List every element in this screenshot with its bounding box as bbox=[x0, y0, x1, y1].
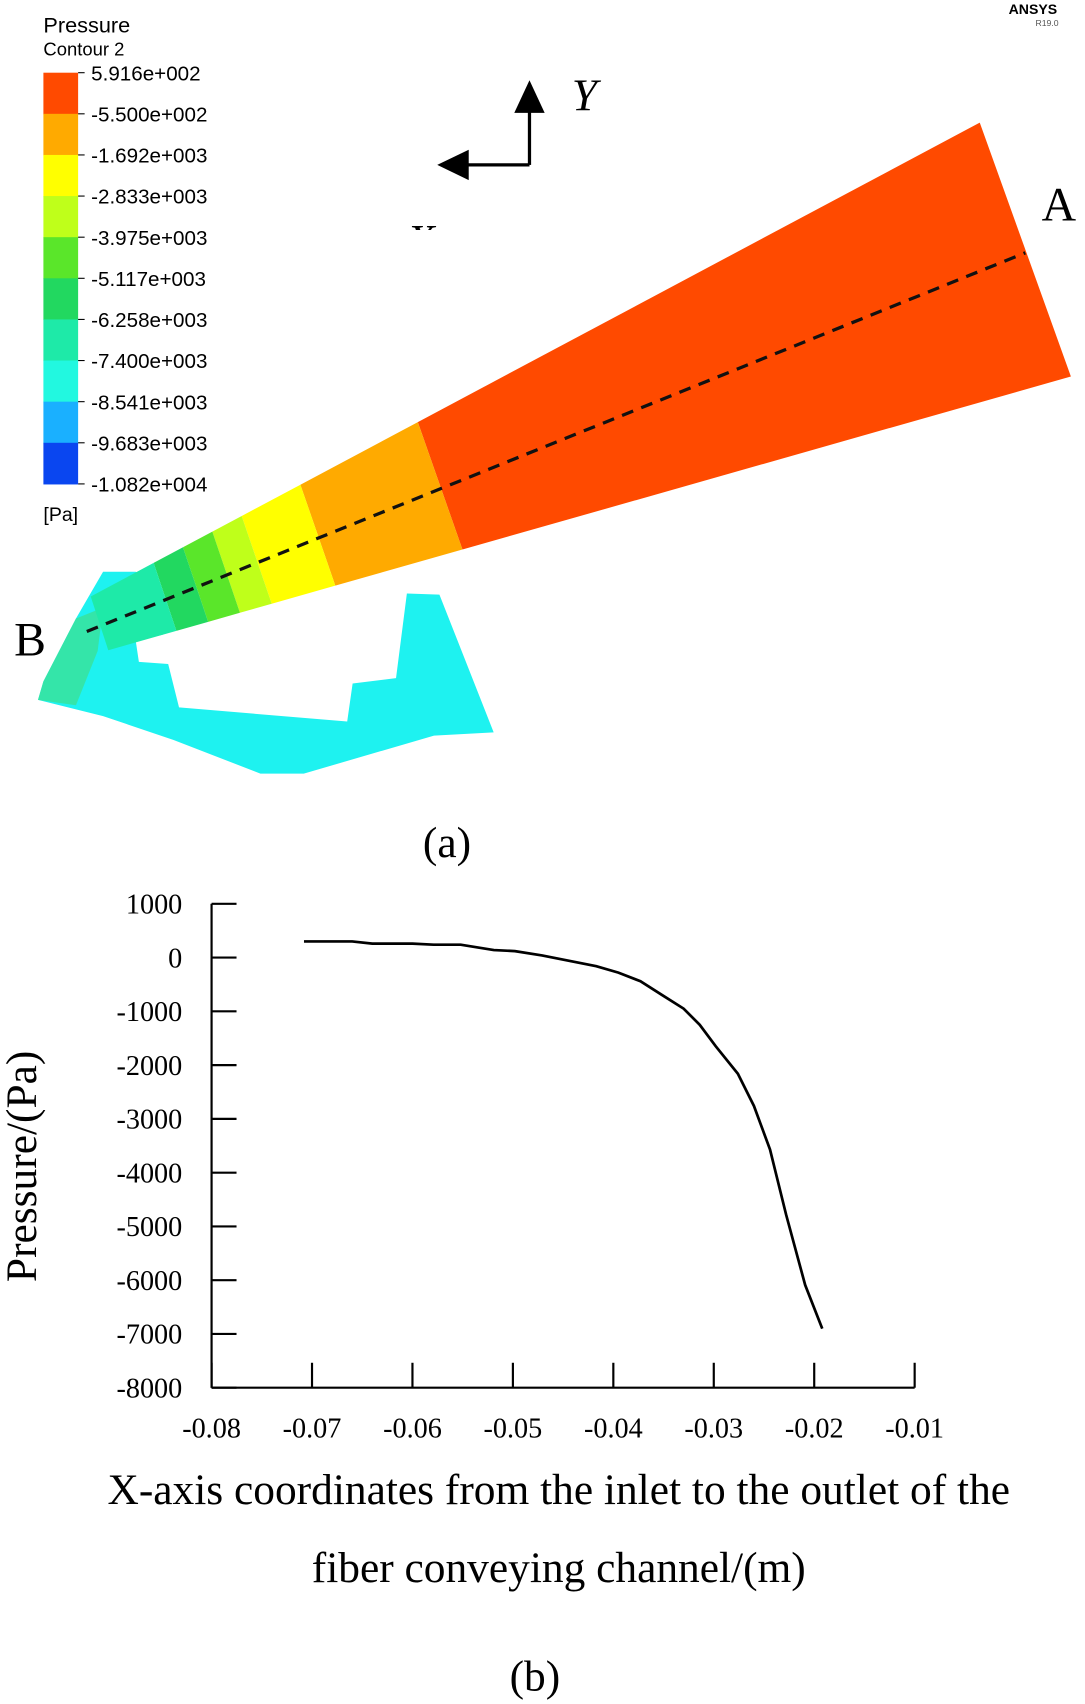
caption: (b) bbox=[510, 1652, 561, 1700]
legend-unit: [Pa] bbox=[43, 504, 78, 526]
legend-label: -8.541e+003 bbox=[91, 391, 207, 414]
legend-swatch bbox=[43, 319, 79, 362]
x-tick-label: -0.08 bbox=[182, 1414, 241, 1445]
version: R19.0 bbox=[1035, 18, 1058, 28]
legend-subtitle: Contour 2 bbox=[43, 38, 124, 59]
legend-label: -1.692e+003 bbox=[91, 145, 207, 168]
y-tick-label: -2000 bbox=[116, 1051, 182, 1082]
legend-swatch bbox=[43, 278, 79, 320]
point-label: A bbox=[1042, 178, 1077, 231]
y-tick-label: -3000 bbox=[116, 1105, 182, 1136]
fan bbox=[90, 122, 1071, 651]
x-tick-label: -0.03 bbox=[684, 1414, 743, 1445]
channel-tint bbox=[37, 607, 104, 706]
legend-label: -7.400e+003 bbox=[91, 350, 207, 373]
legend-swatch bbox=[43, 237, 79, 279]
legend-swatch bbox=[43, 154, 79, 197]
y-tick-label: -6000 bbox=[116, 1266, 182, 1297]
fan-band bbox=[300, 422, 463, 586]
legend-label: -5.117e+003 bbox=[91, 268, 206, 291]
y-axis-label: Pressure/(Pa) bbox=[0, 1051, 46, 1282]
legend-label: -3.975e+003 bbox=[91, 227, 207, 250]
x-tick-label: -0.06 bbox=[383, 1414, 442, 1445]
legend-label: -1.082e+004 bbox=[91, 474, 207, 497]
axis-label: X bbox=[405, 215, 437, 266]
fan-band bbox=[212, 515, 272, 613]
probe-line bbox=[86, 251, 1026, 633]
x-tick-label: -0.05 bbox=[484, 1414, 543, 1445]
fan-band bbox=[90, 562, 177, 651]
x-axis-label: X-axis coordinates from the inlet to the… bbox=[108, 1466, 1011, 1514]
fan-band bbox=[182, 531, 240, 622]
x-axis-label: fiber conveying channel/(m) bbox=[312, 1544, 806, 1592]
legend-swatch bbox=[43, 442, 79, 485]
y-tick-label: 0 bbox=[168, 943, 182, 974]
legend-label: -6.258e+003 bbox=[91, 309, 207, 332]
legend-label: -2.833e+003 bbox=[91, 186, 207, 209]
legend-title: Pressure bbox=[43, 13, 130, 38]
caption: (a) bbox=[423, 819, 471, 867]
axis-label: Y bbox=[572, 70, 602, 121]
y-tick-label: 1000 bbox=[126, 890, 182, 921]
point-label: B bbox=[14, 613, 46, 666]
arrow-head bbox=[514, 80, 545, 113]
x-tick-label: -0.02 bbox=[785, 1414, 844, 1445]
legend-swatch bbox=[43, 113, 79, 156]
x-tick-label: -0.01 bbox=[885, 1414, 944, 1445]
legend-swatch bbox=[43, 196, 79, 238]
legend-label: 5.916e+002 bbox=[91, 62, 200, 85]
y-tick-label: -4000 bbox=[116, 1158, 182, 1189]
brand: ANSYS bbox=[1009, 1, 1058, 17]
arrow-head bbox=[437, 149, 469, 181]
fan-band bbox=[417, 122, 1071, 550]
y-tick-label: -7000 bbox=[116, 1320, 182, 1351]
legend-swatch bbox=[43, 360, 79, 403]
contour-plot: Pressure Contour 2 [Pa] ANSYS R19.0 A B … bbox=[14, 1, 1076, 867]
x-tick-label: -0.04 bbox=[584, 1414, 643, 1445]
legend-label: -9.683e+003 bbox=[91, 432, 207, 455]
data-line bbox=[303, 940, 824, 1330]
legend-swatch bbox=[43, 401, 79, 444]
legend-swatch bbox=[43, 72, 79, 115]
legend-label: -5.500e+002 bbox=[91, 103, 207, 126]
y-tick-label: -5000 bbox=[116, 1212, 182, 1243]
line-chart: Pressure/(Pa) X-axis coordinates from th… bbox=[0, 890, 1010, 1701]
x-tick-label: -0.07 bbox=[283, 1414, 342, 1445]
y-tick-label: -1000 bbox=[116, 997, 182, 1028]
fan-band bbox=[241, 484, 336, 604]
y-tick-label: -8000 bbox=[116, 1373, 182, 1404]
fan-band bbox=[153, 547, 209, 631]
